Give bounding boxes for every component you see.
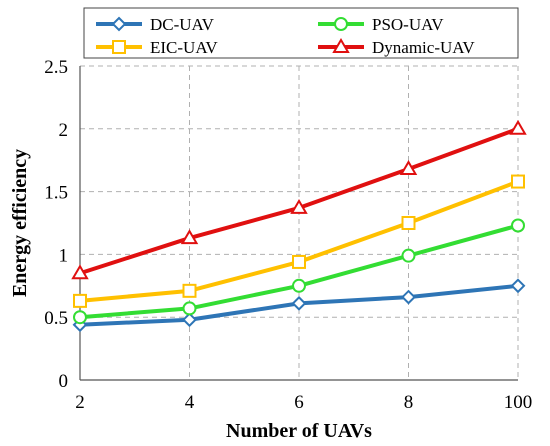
y-tick-label: 0.5 (44, 308, 68, 329)
series-dynamic-uav (71, 119, 527, 280)
legend-marker-pso-uav (334, 17, 348, 31)
data-point-dc-uav (182, 312, 197, 328)
y-tick-label: 2.5 (44, 57, 68, 78)
data-point-eic-uav (292, 254, 306, 269)
series-dc-uav (72, 278, 526, 333)
data-point-dynamic-uav (509, 119, 527, 135)
data-point-dynamic-uav (290, 198, 308, 214)
y-tick-label: 0 (59, 371, 69, 392)
legend-item-dc-uav: DC-UAV (96, 15, 215, 34)
data-point-eic-uav (511, 174, 525, 189)
data-point-dc-uav (401, 289, 416, 305)
x-tick-label: 4 (185, 392, 195, 413)
legend-item-pso-uav: PSO-UAV (318, 15, 444, 34)
legend-label-dynamic-uav: Dynamic-UAV (372, 38, 475, 57)
x-tick-label: 2 (75, 392, 85, 413)
legend-label-dc-uav: DC-UAV (150, 15, 215, 34)
data-point-pso-uav (401, 248, 416, 263)
legend-marker-dynamic-uav (332, 38, 350, 53)
data-point-dynamic-uav (71, 264, 89, 280)
grid-lines (80, 65, 519, 380)
x-tick-label: 100 (504, 392, 533, 413)
data-point-pso-uav (73, 310, 87, 325)
data-point-dynamic-uav (399, 160, 418, 175)
y-tick-label: 2 (59, 120, 69, 141)
data-point-eic-uav (73, 293, 87, 308)
legend-item-eic-uav: EIC-UAV (96, 38, 218, 57)
y-axis-title: Energy efficiency (9, 149, 31, 297)
data-point-eic-uav (182, 283, 197, 298)
series-eic-uav (73, 174, 525, 308)
legend-label-eic-uav: EIC-UAV (150, 38, 218, 57)
series-lines (71, 119, 527, 333)
legend-label-pso-uav: PSO-UAV (372, 15, 444, 34)
x-axis-title: Number of UAVs (226, 420, 372, 442)
data-point-dc-uav (510, 278, 526, 294)
legend-item-dynamic-uav: Dynamic-UAV (318, 38, 475, 57)
x-tick-label: 8 (404, 392, 414, 413)
tick-labels: 0 0.5 1 1.5 2 2.5 2 4 6 8 100 (44, 57, 532, 413)
legend-marker-dc-uav (111, 16, 127, 32)
data-point-pso-uav (511, 218, 525, 233)
series-pso-uav (73, 218, 525, 325)
data-point-eic-uav (401, 216, 416, 230)
data-point-dynamic-uav (180, 229, 199, 245)
data-point-pso-uav (292, 278, 306, 293)
legend-marker-eic-uav (112, 40, 126, 54)
data-point-pso-uav (182, 301, 197, 316)
x-tick-label: 6 (294, 392, 304, 413)
legend-box (83, 7, 519, 59)
y-tick-label: 1.5 (44, 183, 68, 204)
legend: DC-UAV PSO-UAV EIC-UAV Dynamic-UAV (83, 7, 519, 59)
y-tick-label: 1 (59, 245, 69, 266)
data-point-dc-uav (291, 295, 307, 311)
